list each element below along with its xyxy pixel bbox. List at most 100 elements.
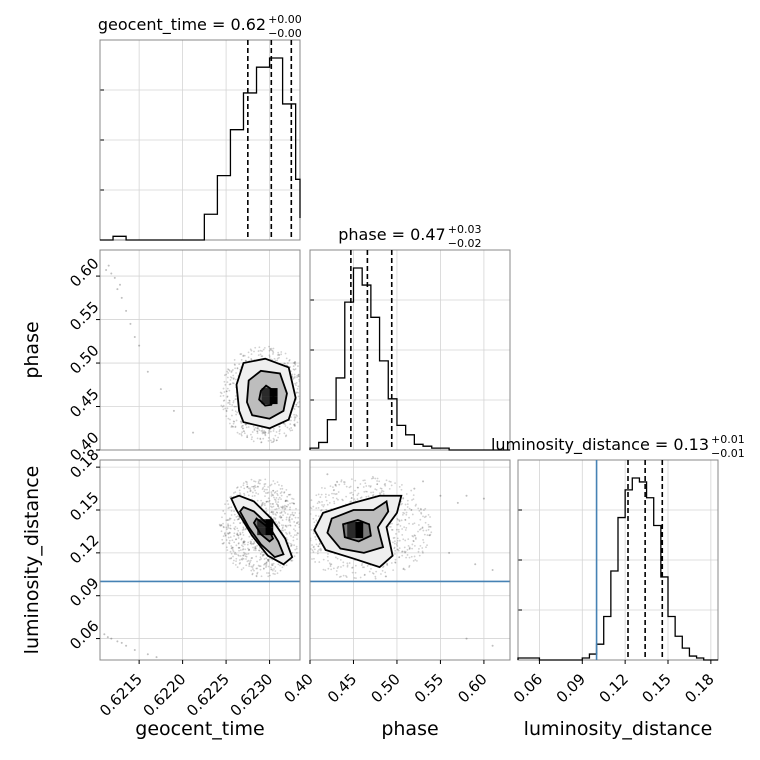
sample-point (408, 516, 410, 519)
sample-point (282, 514, 284, 517)
sample-point (303, 382, 305, 384)
sample-point (336, 480, 338, 483)
sample-point (398, 530, 400, 533)
scatter-panel-geocent_time-luminosity_distance: 0.060.090.120.150.18 (66, 445, 303, 661)
contour-line (342, 519, 372, 543)
sample-point (400, 519, 403, 522)
x-tick-label: 0.50 (367, 670, 403, 706)
sample-point (415, 503, 417, 506)
sample-point (306, 527, 308, 529)
sample-point (278, 356, 280, 359)
sample-point (392, 541, 394, 544)
sample-point (408, 546, 411, 549)
sample-point (249, 487, 252, 490)
sample-point (241, 431, 244, 434)
sample-point (295, 403, 298, 406)
sample-point (271, 493, 274, 496)
sample-point (263, 562, 266, 565)
sample-point (242, 541, 245, 544)
sample-point (270, 493, 273, 495)
sample-point (361, 566, 364, 569)
sample-point (394, 553, 396, 555)
sample-point (404, 551, 406, 554)
sample-point (290, 416, 292, 419)
sample-point (263, 346, 266, 349)
sample-point (402, 496, 405, 499)
sample-point (333, 488, 335, 491)
sample-point (404, 539, 407, 542)
sample-point (319, 549, 322, 552)
sample-point (274, 518, 277, 521)
sample-point (249, 490, 252, 493)
sample-point (256, 430, 259, 433)
sample-point (301, 514, 303, 516)
x-tick-label: 0.6215 (96, 670, 146, 720)
sample-point (414, 536, 417, 539)
sample-point (271, 350, 274, 353)
sample-point (225, 415, 228, 418)
sample-point (220, 523, 223, 526)
sample-point (343, 481, 346, 483)
sample-point (325, 499, 328, 502)
sample-point (222, 404, 225, 407)
sample-point (277, 436, 280, 439)
sample-point (296, 401, 299, 404)
sample-point (233, 519, 236, 521)
sample-point (232, 420, 235, 423)
sample-point (306, 532, 308, 534)
sample-point (295, 534, 298, 536)
sample-point (268, 345, 270, 348)
sample-point (388, 480, 391, 483)
outlier-point (159, 388, 162, 391)
sample-point (243, 354, 246, 357)
sample-point (404, 529, 407, 531)
sample-point (263, 502, 266, 505)
density-peak-cell (269, 388, 278, 397)
sample-point (315, 538, 317, 541)
sample-point (376, 483, 379, 486)
sample-point (286, 495, 289, 498)
sample-point (303, 508, 305, 510)
sample-point (235, 413, 238, 416)
outlier-point (326, 473, 329, 476)
hist-panel-geocent_time: geocent_time = 0.62 +0.00−0.00 (98, 13, 302, 241)
sample-point (285, 537, 288, 539)
sample-point (413, 544, 416, 547)
sample-point (350, 491, 353, 494)
panel-title-phase: phase = 0.47 (338, 225, 445, 244)
sample-point (425, 529, 428, 532)
sample-point (273, 439, 276, 441)
sample-point (278, 496, 281, 499)
sample-point (349, 492, 352, 495)
sample-point (241, 557, 244, 560)
sample-point (334, 483, 337, 486)
sample-point (256, 571, 259, 574)
sample-point (417, 530, 419, 533)
sample-point (252, 485, 255, 488)
sample-point (364, 482, 367, 485)
sample-point (374, 477, 377, 480)
sample-point (251, 572, 254, 575)
sample-point (236, 533, 239, 536)
sample-point (279, 516, 282, 519)
sample-point (253, 549, 255, 551)
sample-point (313, 548, 316, 551)
sample-point (251, 495, 254, 498)
sample-point (224, 534, 227, 537)
sample-point (386, 563, 388, 566)
sample-point (239, 522, 242, 524)
sample-point (272, 427, 275, 430)
panel-frame (309, 249, 511, 451)
sample-point (227, 526, 230, 529)
sample-point (394, 561, 397, 564)
sample-point (264, 433, 267, 436)
sample-point (284, 504, 286, 507)
sample-point (411, 499, 413, 501)
x-axis-label: luminosity_distance (524, 718, 713, 740)
sample-point (301, 528, 303, 530)
sample-point (251, 538, 254, 541)
sample-point (272, 480, 275, 482)
sample-point (294, 511, 297, 514)
sample-point (302, 541, 304, 543)
sample-point (293, 423, 296, 426)
